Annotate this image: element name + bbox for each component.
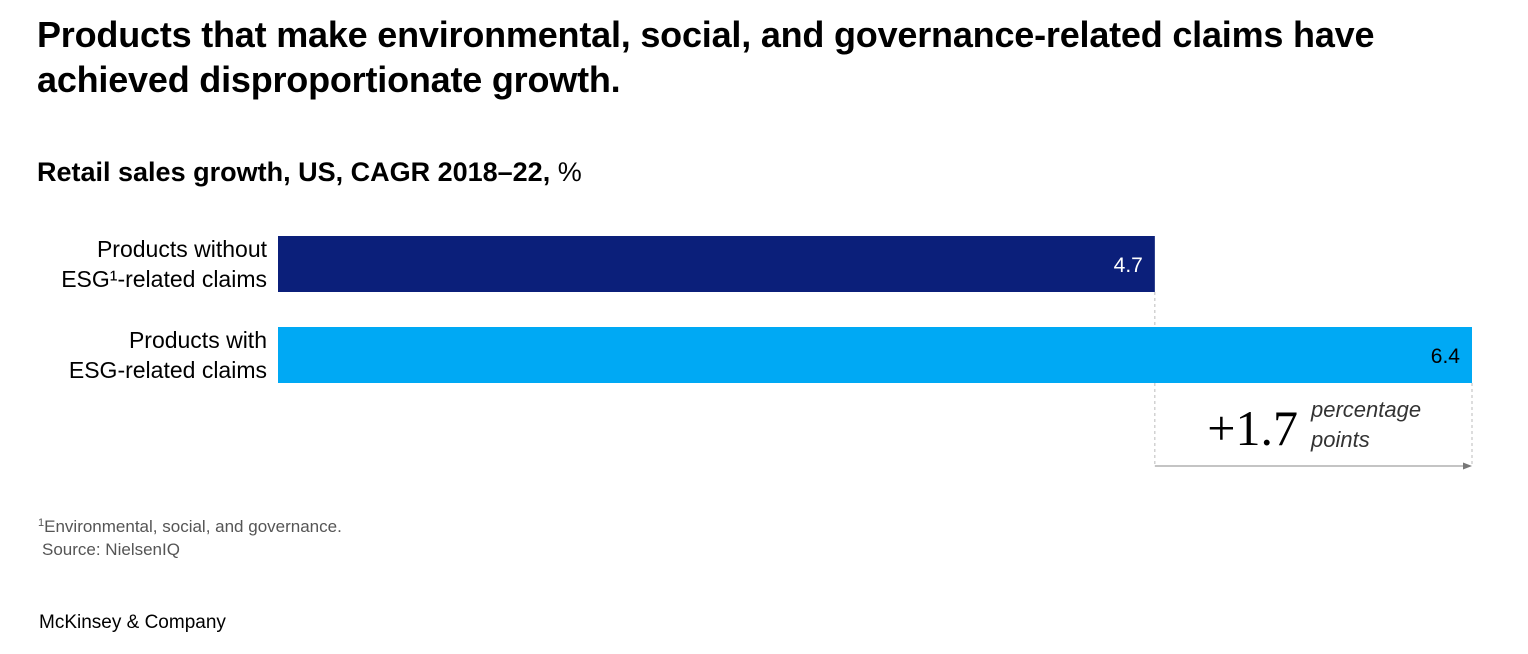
bar-chart: Products without ESG¹-related claims 4.7 Pr…: [61, 236, 1473, 470]
category-label-2-line-1: Products with: [129, 327, 267, 353]
value-label-2: 6.4: [1431, 345, 1461, 368]
category-label-2-line-2: ESG-related claims: [69, 357, 267, 383]
difference-value: +1.7: [1207, 400, 1298, 456]
footnote-text: Environmental, social, and governance.: [44, 517, 342, 536]
footnote: 1Environmental, social, and governance. …: [38, 512, 342, 561]
source-note: Source: NielsenIQ: [42, 540, 180, 559]
brand-logo-text: McKinsey & Company: [39, 612, 226, 633]
footnote-definition: 1Environmental, social, and governance.: [38, 512, 342, 538]
difference-unit-line-1: percentage: [1310, 397, 1421, 422]
subtitle-unit: %: [557, 157, 582, 187]
bar-1: [278, 236, 1155, 292]
bar-2: [278, 327, 1472, 383]
footnote-marker: 1: [38, 517, 45, 529]
difference-unit-line-2: points: [1310, 427, 1370, 452]
value-label-1: 4.7: [1114, 254, 1143, 277]
category-label-1-line-2: ESG¹-related claims: [61, 266, 267, 292]
difference-arrow-head: [1463, 462, 1472, 470]
chart-subtitle: Retail sales growth, US, CAGR 2018–22, %: [37, 155, 582, 189]
subtitle-text: Retail sales growth, US, CAGR 2018–22,: [37, 157, 551, 187]
chart-title: Products that make environmental, social…: [37, 14, 1375, 100]
category-label-1-line-1: Products without: [97, 236, 268, 262]
